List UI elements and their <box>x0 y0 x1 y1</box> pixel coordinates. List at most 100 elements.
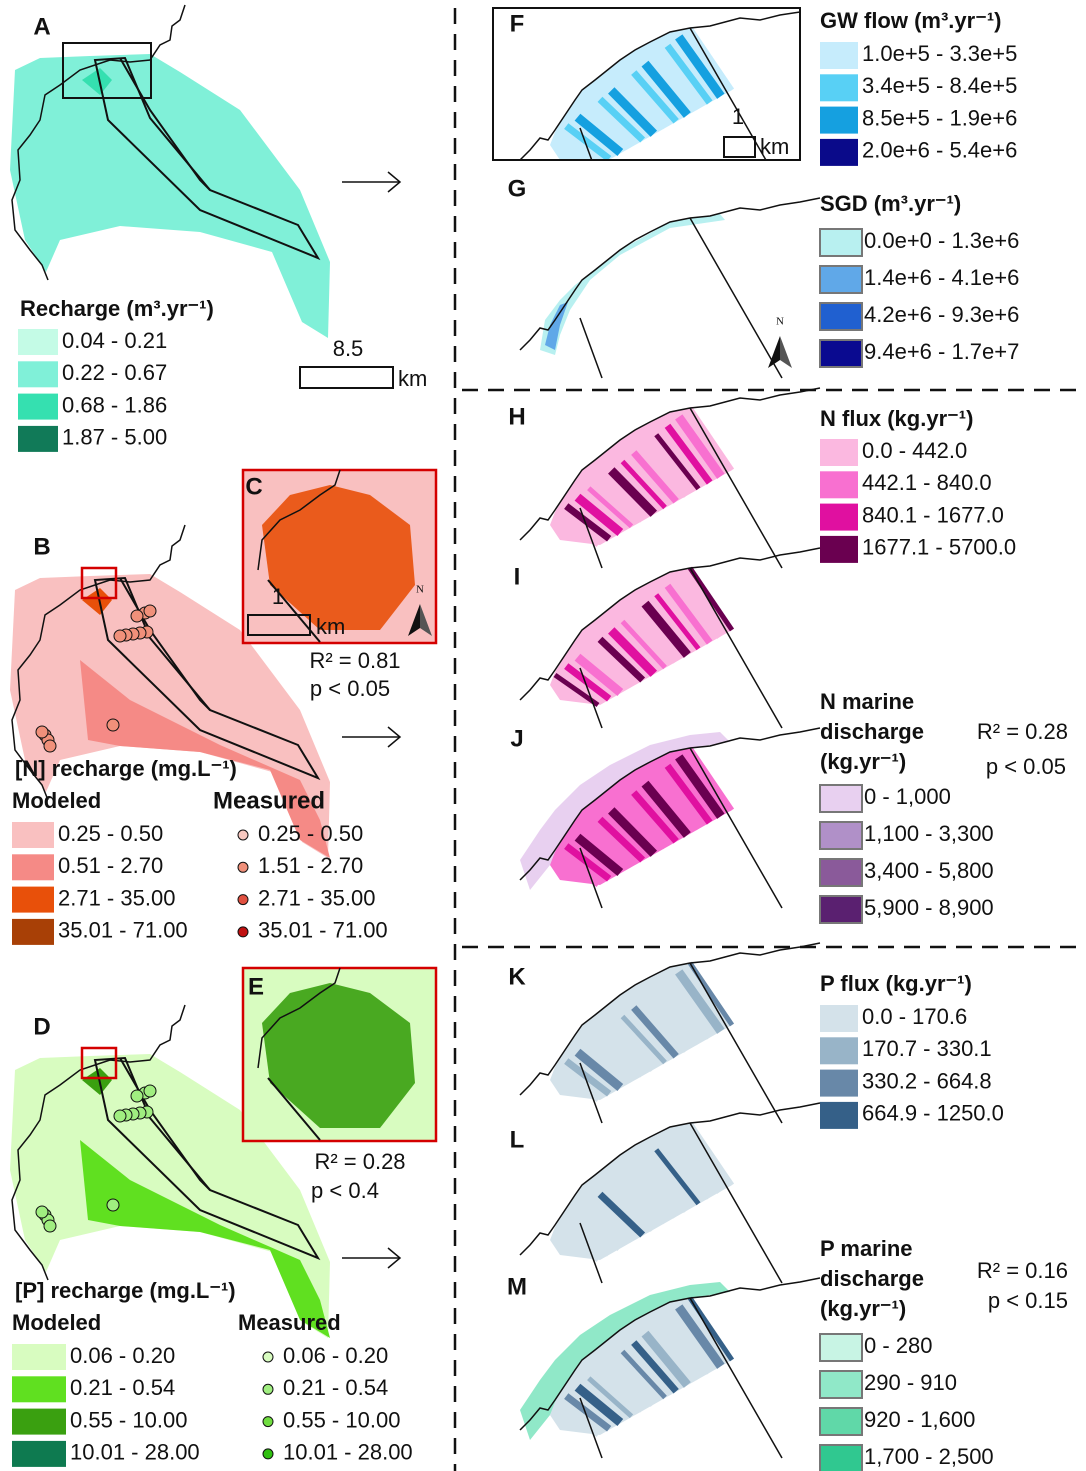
sgd-band <box>540 214 725 355</box>
boundary <box>690 1123 782 1283</box>
legend-swatch <box>12 854 54 880</box>
label: L <box>510 1126 525 1153</box>
label: E <box>248 973 264 1000</box>
label: p < 0.05 <box>310 676 390 701</box>
label: P marine <box>820 1236 913 1261</box>
legend-swatch <box>820 303 862 330</box>
boundary <box>690 1298 782 1458</box>
legend-swatch <box>820 139 858 166</box>
label: 2.71 - 35.00 <box>258 885 375 910</box>
label: 35.01 - 71.00 <box>258 918 388 943</box>
label: 0.21 - 0.54 <box>283 1375 388 1400</box>
label: (kg.yr⁻¹) <box>820 1296 906 1321</box>
label: 0.25 - 0.50 <box>258 821 363 846</box>
label: 442.1 - 840.0 <box>862 470 992 495</box>
legend-swatch <box>820 504 858 531</box>
label: Measured <box>238 1310 341 1335</box>
label: 0.25 - 0.50 <box>58 821 163 846</box>
site <box>107 719 119 731</box>
legend-site <box>263 1384 273 1394</box>
legend-swatch <box>820 859 862 886</box>
label: 0.0e+0 - 1.3e+6 <box>864 228 1019 253</box>
label: 840.1 - 1677.0 <box>862 502 1004 527</box>
legend-swatch <box>820 1102 858 1129</box>
site <box>144 1085 156 1097</box>
legend-swatch <box>12 1409 66 1435</box>
label: 1.51 - 2.70 <box>258 853 363 878</box>
label: 5,900 - 8,900 <box>864 895 994 920</box>
label: 920 - 1,600 <box>864 1407 975 1432</box>
label: 1 <box>272 584 284 609</box>
label: Recharge (m³.yr⁻¹) <box>20 296 214 321</box>
site <box>114 630 126 642</box>
label: M <box>507 1273 527 1300</box>
legend-swatch <box>820 107 858 134</box>
label: P flux (kg.yr⁻¹) <box>820 971 972 996</box>
legend-site <box>263 1417 273 1427</box>
legend-swatch <box>820 822 862 849</box>
label: 0.0 - 170.6 <box>862 1004 967 1029</box>
label: 0.06 - 0.20 <box>70 1343 175 1368</box>
label: 0.68 - 1.86 <box>62 392 167 417</box>
label: 2.0e+6 - 5.4e+6 <box>862 138 1017 163</box>
label: R² = 0.28 <box>977 719 1068 744</box>
label: discharge <box>820 719 924 744</box>
legend-swatch <box>820 1070 858 1097</box>
label: 10.01 - 28.00 <box>283 1440 413 1465</box>
label: R² = 0.81 <box>309 648 400 673</box>
label: 0.51 - 2.70 <box>58 853 163 878</box>
label: 1 <box>732 104 744 129</box>
label: N <box>776 316 784 328</box>
label: 0.04 - 0.21 <box>62 328 167 353</box>
label: [N] recharge (mg.L⁻¹) <box>15 756 237 781</box>
label: km <box>316 614 345 639</box>
legend-swatch <box>820 229 862 256</box>
label: p < 0.15 <box>988 1288 1068 1313</box>
label: 0.21 - 0.54 <box>70 1375 175 1400</box>
label: C <box>245 473 262 500</box>
site <box>36 1206 48 1218</box>
legend-swatch <box>820 1334 862 1361</box>
label: Measured <box>213 787 325 814</box>
label: N marine <box>820 689 914 714</box>
legend-swatch <box>12 822 54 848</box>
legend-swatch <box>820 1445 862 1471</box>
legend-swatch <box>820 439 858 466</box>
legend-site <box>263 1352 273 1362</box>
north-arrow <box>768 336 780 368</box>
label: 3,400 - 5,800 <box>864 858 994 883</box>
site <box>44 740 56 752</box>
label: 4.2e+6 - 9.3e+6 <box>864 302 1019 327</box>
label: 290 - 910 <box>864 1370 957 1395</box>
label: 0.55 - 10.00 <box>70 1407 187 1432</box>
label: 664.9 - 1250.0 <box>862 1101 1004 1126</box>
label: 8.5 <box>333 336 364 361</box>
label: 1.87 - 5.00 <box>62 425 167 450</box>
label: 330.2 - 664.8 <box>862 1068 992 1093</box>
legend-swatch <box>820 42 858 69</box>
legend-swatch <box>820 266 862 293</box>
legend-swatch <box>18 361 58 387</box>
label: 2.71 - 35.00 <box>58 885 175 910</box>
legend-swatch <box>12 919 54 945</box>
label: K <box>508 963 526 990</box>
label: N <box>416 584 424 596</box>
figure: A8.5kmRecharge (m³.yr⁻¹)0.04 - 0.210.22 … <box>0 0 1086 1471</box>
legend-site <box>263 1449 273 1459</box>
label: 170.7 - 330.1 <box>862 1036 992 1061</box>
label: A <box>33 13 50 40</box>
legend-swatch <box>12 1376 66 1402</box>
label: 8.5e+5 - 1.9e+6 <box>862 105 1017 130</box>
legend-swatch <box>820 1037 858 1064</box>
site <box>131 610 143 622</box>
site <box>107 1199 119 1211</box>
scale-bar <box>724 137 755 157</box>
label: I <box>514 563 521 590</box>
label: 9.4e+6 - 1.7e+7 <box>864 339 1019 364</box>
site <box>144 605 156 617</box>
label: H <box>508 403 525 430</box>
label: D <box>33 1013 50 1040</box>
label: GW flow (m³.yr⁻¹) <box>820 8 1001 33</box>
label: 1,700 - 2,500 <box>864 1444 994 1469</box>
label: Modeled <box>12 788 101 813</box>
